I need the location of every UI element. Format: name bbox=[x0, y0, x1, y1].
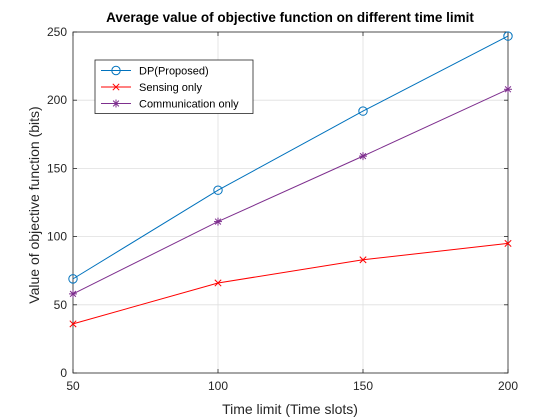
legend: DP(Proposed) Sensing only Communication on… bbox=[94, 59, 254, 114]
legend-label: Sensing only bbox=[139, 82, 202, 94]
x-tick-label: 200 bbox=[498, 379, 518, 393]
data-point-x bbox=[69, 320, 77, 328]
data-point-asterisk bbox=[504, 85, 512, 94]
data-point-asterisk bbox=[69, 289, 77, 298]
x-tick-label: 50 bbox=[66, 379, 80, 393]
y-axis-label: Value of objective function (bits) bbox=[26, 106, 42, 303]
data-point-asterisk bbox=[214, 217, 222, 226]
x-tick-label: 100 bbox=[208, 379, 228, 393]
legend-label: Communication only bbox=[139, 99, 239, 111]
legend-item: Sensing only bbox=[101, 82, 202, 94]
y-tick-label: 100 bbox=[47, 230, 67, 244]
y-tick-label: 50 bbox=[54, 298, 68, 312]
y-tick-label: 200 bbox=[47, 93, 67, 107]
axes-box bbox=[72, 31, 509, 374]
x-axis-label: Time limit (Time slots) bbox=[222, 401, 358, 417]
series-1 bbox=[68, 31, 513, 284]
legend-label: DP(Proposed) bbox=[139, 66, 209, 78]
data-point-circle bbox=[111, 65, 121, 76]
legend-item: Communication only bbox=[101, 99, 239, 111]
series-2 bbox=[69, 239, 512, 328]
data-point-circle bbox=[503, 31, 513, 41]
chart-title: Average value of objective function on d… bbox=[106, 10, 474, 25]
data-point-x bbox=[214, 279, 222, 287]
series-3 bbox=[69, 85, 512, 298]
data-point-x bbox=[112, 83, 120, 91]
series-line bbox=[72, 242, 509, 325]
data-point-circle bbox=[358, 106, 368, 116]
y-tick-label: 250 bbox=[47, 25, 67, 39]
data-point-asterisk bbox=[359, 152, 367, 161]
x-tick-label: 150 bbox=[353, 379, 373, 393]
series-line bbox=[72, 35, 509, 280]
data-point-circle bbox=[213, 185, 223, 195]
series-line bbox=[72, 88, 509, 295]
y-tick-label: 150 bbox=[47, 161, 67, 175]
data-point-circle bbox=[68, 274, 78, 284]
legend-item: DP(Proposed) bbox=[101, 66, 209, 78]
y-tick-label: 0 bbox=[60, 366, 67, 380]
data-point-x bbox=[359, 256, 367, 264]
data-point-x bbox=[504, 239, 512, 247]
data-point-asterisk bbox=[112, 99, 120, 108]
